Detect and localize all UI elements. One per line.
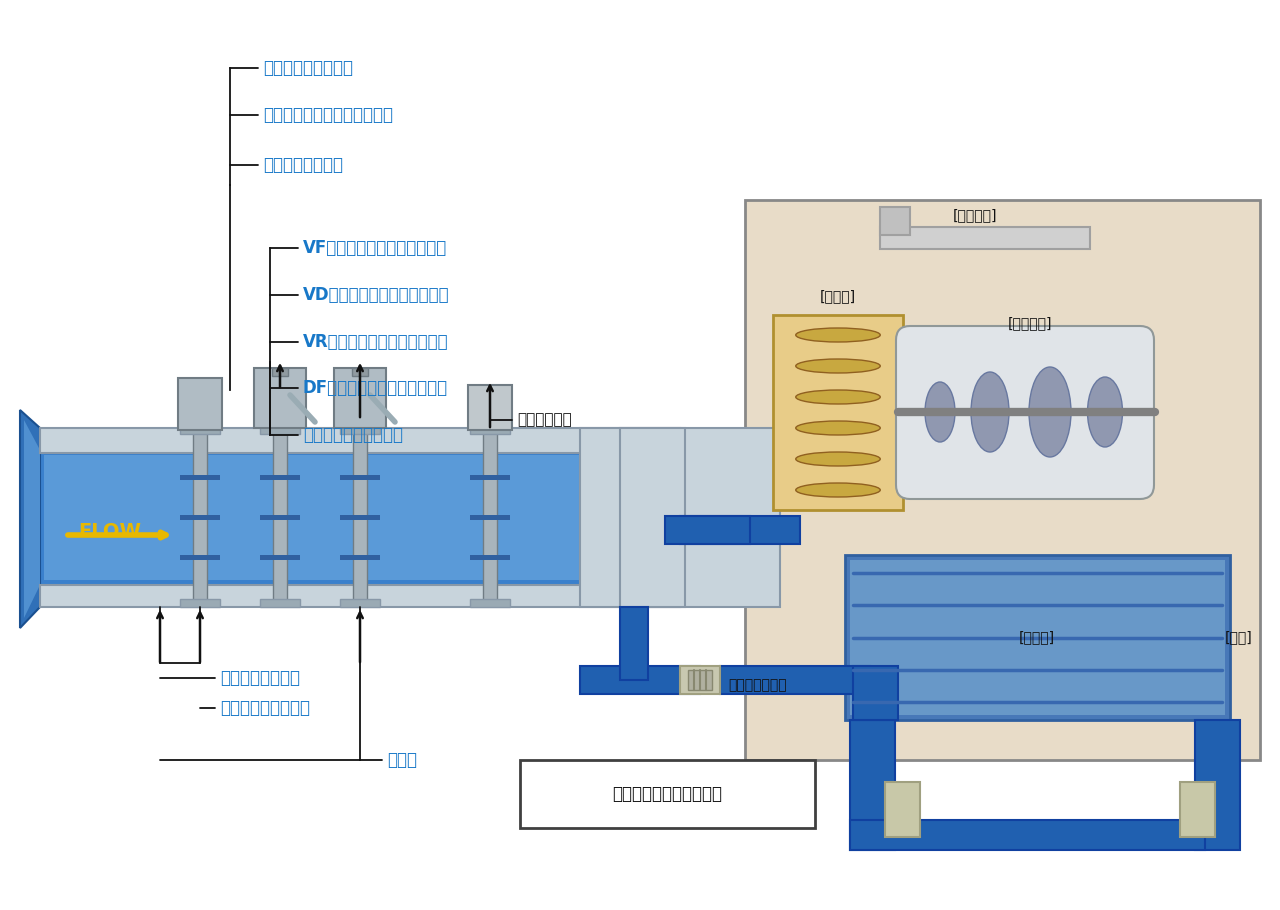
- Bar: [180, 426, 220, 434]
- Bar: [260, 599, 300, 607]
- Bar: [689, 670, 712, 690]
- Polygon shape: [20, 410, 40, 628]
- Bar: [260, 555, 300, 560]
- Bar: [884, 782, 920, 837]
- Text: VF型トラベリングスクリーン: VF型トラベリングスクリーン: [303, 239, 447, 257]
- Bar: [273, 368, 288, 376]
- Bar: [620, 607, 648, 680]
- Text: 除貝フィルター: 除貝フィルター: [728, 678, 787, 692]
- Text: [タービン]: [タービン]: [1007, 316, 1052, 330]
- Bar: [580, 428, 780, 607]
- Text: ネットスクリーン: ネットスクリーン: [262, 156, 343, 174]
- Text: トラッシュレイキ: トラッシュレイキ: [220, 669, 300, 687]
- Bar: [193, 432, 207, 603]
- Ellipse shape: [796, 483, 881, 497]
- Bar: [483, 432, 497, 603]
- Bar: [470, 515, 509, 520]
- Text: [発電機]: [発電機]: [820, 289, 856, 303]
- Bar: [881, 227, 1091, 249]
- Text: 角落し: 角落し: [387, 751, 417, 769]
- Bar: [352, 368, 369, 376]
- Bar: [470, 475, 509, 480]
- Bar: [666, 516, 750, 544]
- Ellipse shape: [796, 421, 881, 435]
- Bar: [253, 368, 306, 428]
- Bar: [40, 450, 680, 585]
- Bar: [584, 450, 780, 585]
- Bar: [580, 666, 700, 694]
- Bar: [340, 426, 380, 434]
- Text: 循環水ポンプ: 循環水ポンプ: [517, 412, 572, 428]
- Bar: [178, 378, 221, 430]
- Text: 固定バースクリーン: 固定バースクリーン: [220, 699, 310, 717]
- Bar: [44, 455, 676, 580]
- Bar: [180, 555, 220, 560]
- Bar: [340, 555, 380, 560]
- Ellipse shape: [796, 359, 881, 373]
- Bar: [1180, 782, 1215, 837]
- Ellipse shape: [1029, 367, 1071, 457]
- Text: [高圧蒂気]: [高圧蒂気]: [952, 208, 997, 222]
- Bar: [850, 720, 895, 850]
- Bar: [334, 368, 387, 428]
- Bar: [745, 200, 1260, 760]
- Bar: [340, 515, 380, 520]
- Bar: [470, 599, 509, 607]
- Bar: [260, 426, 300, 434]
- Text: [復水器]: [復水器]: [1019, 630, 1055, 644]
- Bar: [620, 428, 685, 607]
- Bar: [353, 432, 367, 603]
- Bar: [680, 516, 800, 544]
- Bar: [773, 315, 902, 510]
- Bar: [340, 475, 380, 480]
- Bar: [470, 426, 509, 434]
- Bar: [881, 207, 910, 235]
- Ellipse shape: [796, 390, 881, 404]
- Text: FLOW: FLOW: [78, 522, 141, 541]
- Bar: [260, 475, 300, 480]
- Text: 付帯設備：塵芥搬送装置: 付帯設備：塵芥搬送装置: [612, 785, 722, 803]
- Bar: [180, 599, 220, 607]
- Bar: [852, 666, 899, 720]
- Bar: [845, 555, 1230, 720]
- Bar: [625, 450, 681, 585]
- Text: 回転レイキ付バースクリーン: 回転レイキ付バースクリーン: [262, 106, 393, 124]
- Bar: [470, 555, 509, 560]
- Ellipse shape: [1088, 377, 1123, 447]
- Bar: [40, 428, 680, 453]
- Ellipse shape: [925, 382, 955, 442]
- Ellipse shape: [796, 328, 881, 342]
- Bar: [40, 585, 680, 607]
- Bar: [180, 475, 220, 480]
- Bar: [1196, 720, 1240, 850]
- Polygon shape: [24, 420, 40, 618]
- Text: 回転バースクリーン: 回転バースクリーン: [262, 59, 353, 77]
- FancyBboxPatch shape: [896, 326, 1155, 499]
- Bar: [468, 385, 512, 430]
- Text: [純水]: [純水]: [1224, 630, 1252, 644]
- Text: DF型トラベリングスクリーン: DF型トラベリングスクリーン: [303, 379, 448, 397]
- Bar: [520, 760, 815, 828]
- Bar: [850, 820, 1204, 850]
- Text: VR型トラベリングスクリーン: VR型トラベリングスクリーン: [303, 333, 448, 351]
- Bar: [680, 666, 719, 694]
- Bar: [340, 599, 380, 607]
- Bar: [180, 515, 220, 520]
- Bar: [850, 560, 1225, 715]
- Bar: [273, 432, 287, 603]
- Text: バケット型スクリーン: バケット型スクリーン: [303, 426, 403, 444]
- Bar: [719, 666, 870, 694]
- Text: VD型トラベリングスクリーン: VD型トラベリングスクリーン: [303, 286, 449, 304]
- Ellipse shape: [972, 372, 1009, 452]
- Ellipse shape: [796, 452, 881, 466]
- Bar: [260, 515, 300, 520]
